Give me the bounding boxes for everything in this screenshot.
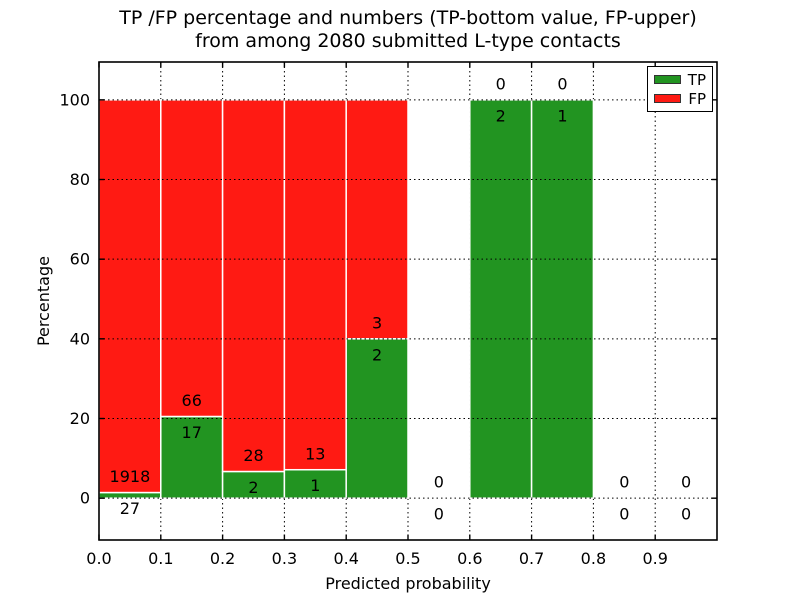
x-tick-label: 0.5: [395, 549, 420, 568]
tp-count-label: 1: [557, 106, 567, 125]
fp-legend-label: FP: [688, 89, 706, 108]
x-tick-label: 0.0: [86, 549, 111, 568]
y-tick-label: 60: [70, 250, 90, 269]
tp-count-label: 1: [310, 476, 320, 495]
tp-bar-segment: [469, 99, 533, 499]
tp-count-label: 0: [434, 505, 444, 524]
tp-count-label: 27: [120, 499, 140, 518]
tp-count-label: 0: [681, 505, 691, 524]
y-tick-label: 20: [70, 409, 90, 428]
tp-legend-label: TP: [687, 70, 706, 89]
tp-bar-segment: [530, 99, 595, 499]
fp-bar-segment: [221, 99, 286, 473]
fp-bar-segment: [345, 99, 409, 340]
tp-count-label: 2: [248, 478, 258, 497]
x-tick-label: 0.8: [581, 549, 606, 568]
x-tick-label: 0.1: [148, 549, 173, 568]
x-tick-label: 0.6: [457, 549, 482, 568]
fp-bar-segment: [283, 99, 347, 471]
x-axis-label: Predicted probability: [325, 574, 491, 593]
fp-count-label: 3: [372, 313, 382, 332]
tp-count-label: 2: [496, 106, 506, 125]
tp-count-label: 2: [372, 345, 382, 364]
fp-count-label: 28: [243, 446, 263, 465]
fp-count-label: 0: [681, 473, 691, 492]
fp-count-label: 66: [182, 391, 202, 410]
fp-bar-segment: [98, 99, 162, 494]
legend-item-fp: FP: [654, 90, 706, 108]
tp-bar-segment: [283, 468, 347, 499]
x-tick-label: 0.9: [642, 549, 667, 568]
fp-legend-swatch: [654, 94, 681, 103]
legend-item-tp: TP: [654, 71, 706, 89]
x-tick-label: 0.2: [210, 549, 235, 568]
y-tick-label: 100: [59, 90, 90, 109]
chart-title-line1: TP /FP percentage and numbers (TP-bottom…: [119, 7, 697, 29]
fp-count-label: 1918: [110, 467, 151, 486]
fp-count-label: 13: [305, 444, 325, 463]
y-tick-label: 40: [70, 329, 90, 348]
x-tick-label: 0.7: [519, 549, 544, 568]
legend: TP FP: [647, 66, 713, 112]
chart-title-line2: from among 2080 submitted L-type contact…: [195, 30, 621, 52]
fp-count-label: 0: [557, 74, 567, 93]
tp-count-label: 0: [619, 505, 629, 524]
y-tick-label: 80: [70, 170, 90, 189]
x-tick-label: 0.4: [333, 549, 358, 568]
fp-bar-segment: [160, 99, 224, 418]
fp-count-label: 0: [496, 74, 506, 93]
chart-title: TP /FP percentage and numbers (TP-bottom…: [99, 7, 717, 53]
fp-count-label: 0: [434, 473, 444, 492]
x-tick-label: 0.3: [272, 549, 297, 568]
y-tick-label: 0: [80, 489, 90, 508]
tp-bar-segment: [98, 491, 162, 499]
tp-count-label: 17: [182, 423, 202, 442]
tp-legend-swatch: [654, 75, 681, 84]
fp-count-label: 0: [619, 473, 629, 492]
